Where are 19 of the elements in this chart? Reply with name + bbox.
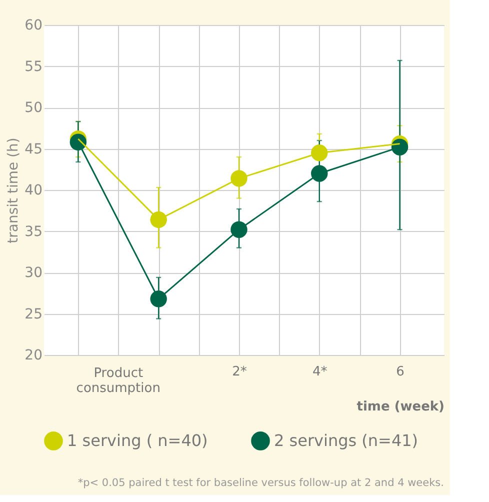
y-axis-title: transit time (h) [6, 138, 22, 244]
x-axis-title: time (week) [356, 400, 444, 414]
y-tick-label: 30 [24, 265, 42, 281]
text: Product consumption [76, 366, 160, 396]
y-tick-label: 45 [24, 141, 42, 158]
y-tick-label: 25 [24, 306, 42, 322]
legend-label: 1 serving ( n=40) [67, 430, 208, 450]
legend-label: 2 servings (n=41) [274, 430, 418, 450]
x-tick-label: 4* [312, 364, 328, 380]
y-tick-label: 50 [24, 100, 42, 116]
y-tick-label: 55 [24, 58, 42, 75]
y-tick-label: 60 [24, 18, 42, 34]
y-tick-label: 35 [24, 224, 42, 240]
x-tick-label: 6 [396, 364, 404, 380]
text: *p< 0.05 paired t test for baseline versus follow-up at 2 and 4 weeks. [78, 477, 444, 489]
y-tick-label: 20 [24, 348, 42, 364]
y-tick-label: 40 [24, 182, 42, 198]
x-tick-label: 2* [232, 364, 248, 380]
point [311, 144, 328, 162]
